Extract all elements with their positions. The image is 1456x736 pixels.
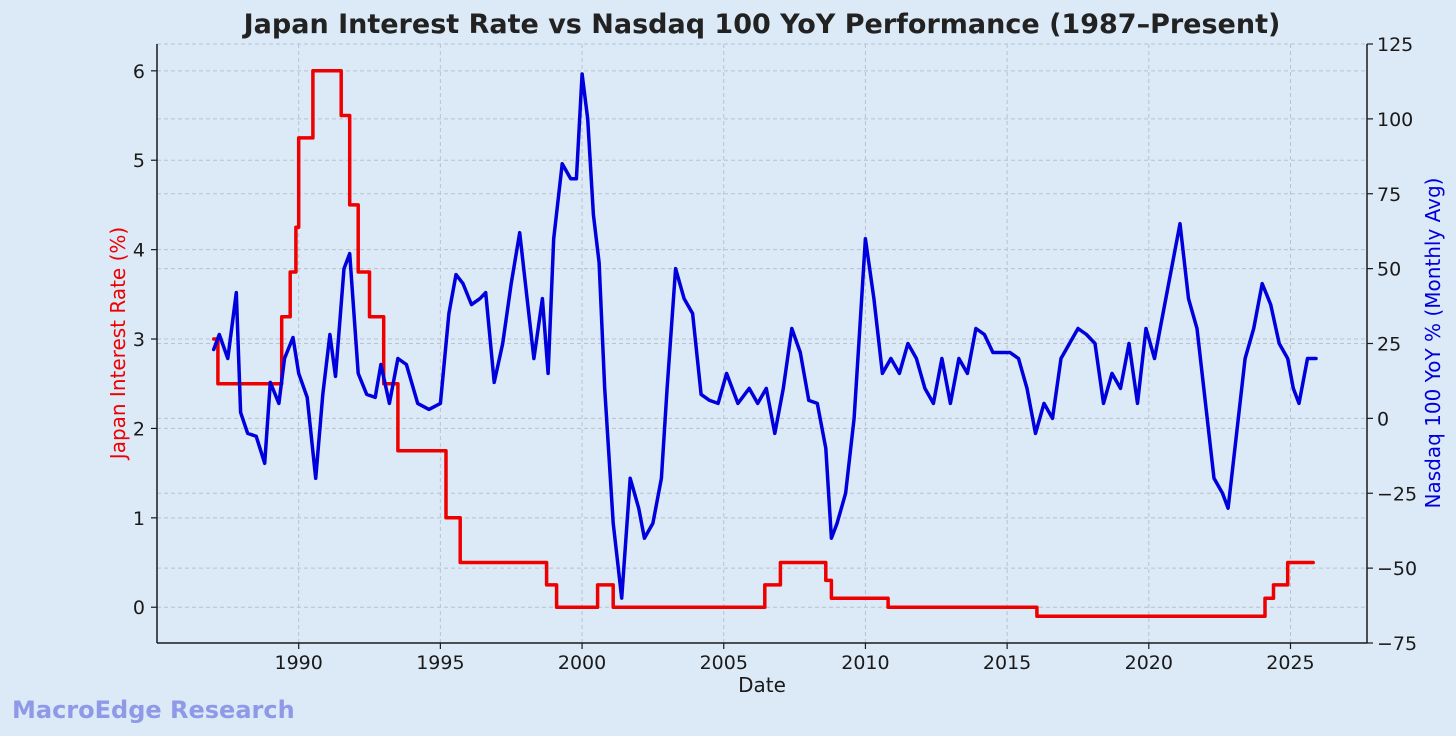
right-tick-label-8: 125 [1377,34,1413,56]
left-tick-label-3: 3 [133,329,145,351]
japan-rate-line [211,69,1315,618]
left-tick-label-4: 4 [133,240,145,262]
nasdaq-yoy-series [211,72,1318,600]
japan-rate-series [211,69,1315,618]
right-tick-label-1: −50 [1377,558,1417,580]
left-tick-label-2: 2 [133,418,145,440]
left-tick-label-1: 1 [133,508,145,530]
x-tick-label-6: 2020 [1125,652,1173,674]
right-tick-label-0: −75 [1377,633,1417,655]
right-tick-label-5: 50 [1377,259,1401,281]
left-axis-label: Japan Interest Rate (%) [106,227,130,461]
x-tick-label-2: 2000 [558,652,606,674]
x-tick-label-5: 2015 [983,652,1031,674]
x-tick-label-7: 2025 [1266,652,1314,674]
left-tick-label-5: 5 [133,150,145,172]
right-tick-label-2: −25 [1377,483,1417,505]
nasdaq-yoy-line [211,72,1318,600]
right-tick-label-7: 100 [1377,109,1413,131]
right-tick-label-4: 25 [1377,334,1401,356]
left-tick-label-6: 6 [133,61,145,83]
axes: 1990 1995 2000 2005 2010 2015 2020 2025 0 1 2 3 4 5 6 −… [133,34,1417,674]
right-tick-label-6: 75 [1377,184,1401,206]
x-tick-label-3: 2005 [700,652,748,674]
x-tick-label-0: 1990 [275,652,323,674]
x-tick-label-4: 2010 [841,652,889,674]
left-tick-label-0: 0 [133,597,145,619]
chart-title: Japan Interest Rate vs Nasdaq 100 YoY Pe… [242,9,1281,40]
x-tick-label-1: 1995 [416,652,464,674]
right-tick-label-3: 0 [1377,408,1389,430]
x-axis-label: Date [738,673,786,697]
watermark-text: MacroEdge Research [12,696,295,724]
right-axis-label: Nasdaq 100 YoY % (Monthly Avg) [1421,178,1445,509]
